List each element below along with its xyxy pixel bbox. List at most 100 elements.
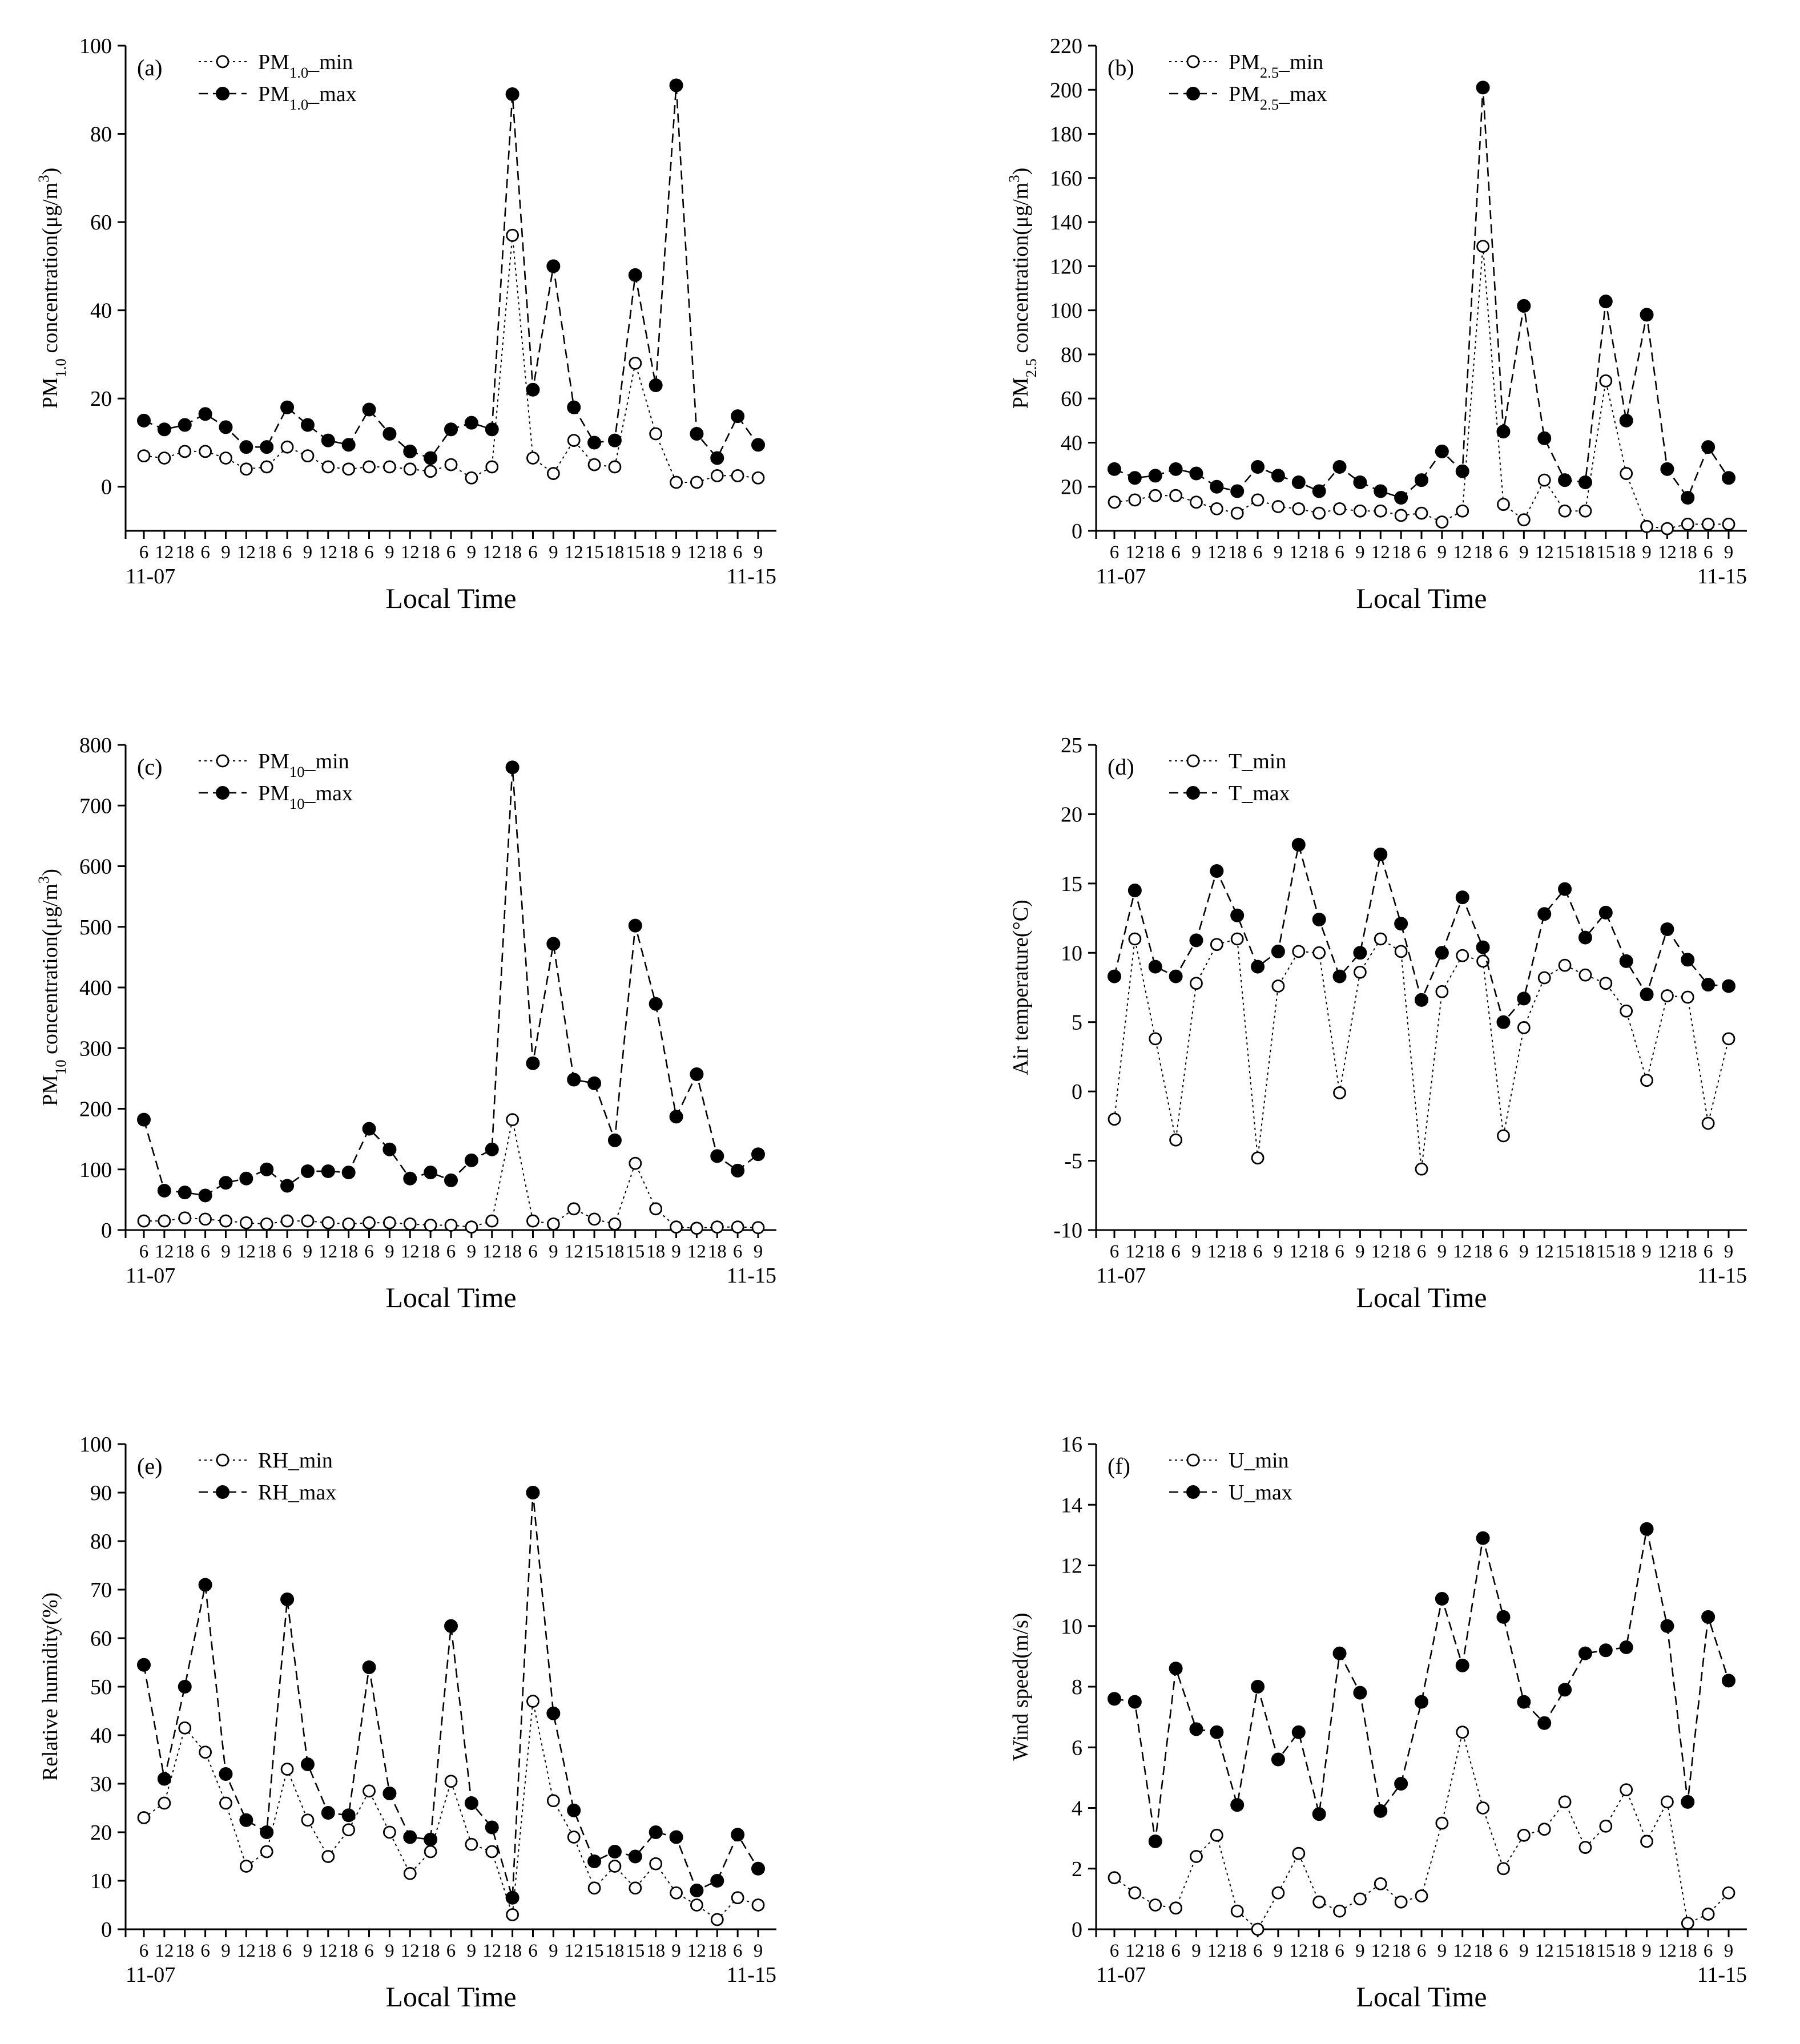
x-tick-label: 18 — [1576, 542, 1594, 563]
min-point — [731, 1891, 744, 1905]
max-point — [1374, 1804, 1388, 1818]
x-tick-label: 12 — [482, 542, 501, 563]
x-tick-label: 6 — [1704, 1941, 1713, 1961]
min-point — [1640, 519, 1653, 533]
max-point — [219, 1176, 233, 1190]
y-tick-label: 0 — [101, 1219, 112, 1243]
max-point — [178, 418, 192, 432]
x-tick-label: 6 — [1417, 1241, 1427, 1262]
min-point — [1251, 1151, 1265, 1165]
series-max-line — [1114, 87, 1730, 499]
x-tick-label: 18 — [257, 1941, 276, 1961]
x-tick-label: 6 — [1253, 542, 1263, 563]
y-tick-label: 0 — [1072, 519, 1082, 543]
max-point — [1148, 1834, 1162, 1848]
max-point — [1496, 1610, 1511, 1624]
min-point — [587, 1212, 601, 1226]
x-tick-label: 12 — [482, 1241, 501, 1262]
max-point — [628, 1849, 642, 1864]
x-tick-label: 9 — [1519, 1941, 1529, 1961]
min-point — [1537, 473, 1551, 487]
x-tick-label: 18 — [1392, 1241, 1411, 1262]
max-point — [1578, 1646, 1592, 1660]
max-point — [1210, 479, 1224, 494]
max-point — [587, 1076, 602, 1090]
max-point — [710, 1149, 724, 1163]
y-tick-label: 5 — [1072, 1011, 1082, 1035]
x-tick-label: 18 — [257, 542, 276, 563]
y-tick-label: 40 — [90, 299, 112, 323]
min-point — [670, 475, 683, 489]
x-tick-label: 18 — [339, 1941, 358, 1961]
min-point — [546, 1794, 560, 1808]
max-point — [1722, 471, 1735, 485]
max-point — [219, 420, 233, 434]
max-point — [587, 1854, 602, 1868]
min-point — [690, 1221, 703, 1235]
min-point — [1456, 1725, 1469, 1739]
x-tick-label: 12 — [1207, 1241, 1226, 1262]
y-tick-label: 40 — [1061, 431, 1082, 455]
min-point — [1558, 504, 1572, 518]
panel-label: (a) — [137, 55, 162, 80]
min-point — [1169, 1133, 1183, 1147]
min-point — [403, 462, 417, 476]
min-point — [280, 440, 294, 454]
x-tick-label: 12 — [565, 1241, 583, 1262]
legend-marker-filled — [1186, 1485, 1200, 1499]
x-tick-label: 18 — [1392, 542, 1411, 563]
max-point — [219, 1767, 233, 1781]
x-tick-label: 9 — [221, 1241, 231, 1262]
min-point — [1169, 1901, 1183, 1915]
max-point — [1148, 469, 1162, 483]
min-point — [649, 1857, 663, 1870]
min-point — [363, 460, 376, 474]
max-point — [1476, 1531, 1490, 1545]
min-point — [1578, 1841, 1592, 1854]
max-point — [198, 407, 212, 421]
min-point — [1128, 493, 1142, 507]
min-point — [1190, 1850, 1203, 1863]
x-tick-label: 12 — [1535, 542, 1554, 563]
max-point — [1640, 1522, 1654, 1536]
x-tick-label: 9 — [385, 1941, 394, 1961]
max-point — [710, 1874, 724, 1888]
panel-label: (f) — [1108, 1453, 1130, 1479]
x-tick-label: 6 — [283, 542, 292, 563]
min-point — [465, 471, 478, 485]
max-point — [1517, 299, 1531, 313]
min-point — [1312, 506, 1326, 520]
min-point — [506, 1908, 519, 1921]
min-point — [1599, 374, 1613, 388]
max-point — [1435, 1591, 1449, 1606]
min-point — [219, 451, 232, 465]
x-tick-label: 6 — [1110, 1941, 1120, 1961]
min-point — [526, 1695, 539, 1708]
min-point — [260, 460, 273, 474]
y-axis-title: Relative humidity(%) — [38, 1593, 62, 1781]
max-point — [505, 760, 520, 775]
x-tick-label: 9 — [754, 542, 763, 563]
x-tick-label: 12 — [1289, 542, 1308, 563]
min-point — [1620, 1004, 1633, 1018]
min-point — [1190, 495, 1203, 509]
legend-marker-filled — [1186, 786, 1200, 800]
max-point — [485, 422, 499, 437]
legend-label: PM10_min — [258, 749, 349, 780]
max-point — [1537, 431, 1552, 445]
y-tick-label: 180 — [1050, 123, 1082, 147]
x-tick-label: 12 — [155, 1241, 174, 1262]
y-tick-label: 100 — [1050, 299, 1082, 323]
max-point — [403, 1830, 417, 1844]
min-point — [239, 1216, 253, 1229]
x-date-start-label: 11-07 — [1096, 1963, 1146, 1987]
max-point — [1455, 464, 1469, 478]
x-tick-label: 12 — [1658, 542, 1677, 563]
max-point — [300, 1757, 315, 1771]
x-tick-label: 6 — [446, 542, 456, 563]
max-point — [1169, 969, 1183, 983]
x-tick-label: 18 — [1617, 542, 1636, 563]
min-point — [158, 451, 171, 465]
